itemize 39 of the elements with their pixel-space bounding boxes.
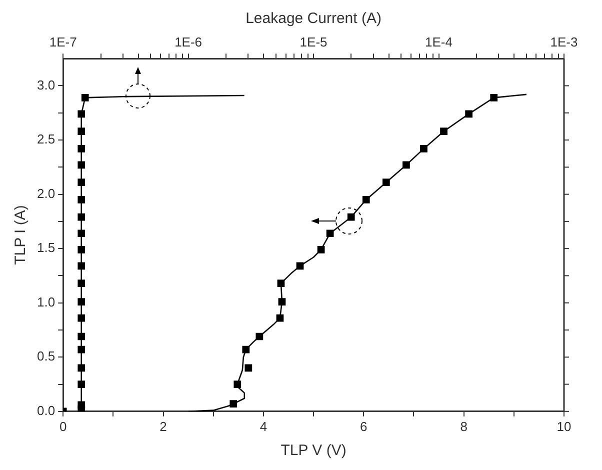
point <box>230 400 238 408</box>
point <box>296 262 304 270</box>
y-tick-label: 2.0 <box>36 186 56 201</box>
point <box>490 94 498 102</box>
point <box>362 196 370 204</box>
x2-axis-title: Leakage Current (A) <box>246 10 382 28</box>
x-tick-label: 2 <box>160 418 167 434</box>
y-tick-label: 1.0 <box>36 294 56 310</box>
y-tick-label: 0.5 <box>36 348 56 364</box>
point <box>420 145 428 152</box>
point <box>234 380 242 388</box>
point <box>256 332 264 340</box>
x2-tick-label: 1E-3 <box>550 34 578 50</box>
x2-tick-label: 1E-7 <box>49 34 77 50</box>
point <box>278 298 286 306</box>
point <box>277 280 285 287</box>
x-tick-label: 0 <box>59 418 67 434</box>
y-tick-label: 3.0 <box>36 77 56 92</box>
y-tick-label: 2.5 <box>36 132 56 147</box>
x-tick-label: 10 <box>556 418 572 434</box>
x-tick-label: 8 <box>460 418 468 434</box>
x-tick-label: 6 <box>360 418 368 434</box>
x-tick-label: 4 <box>260 418 268 434</box>
point <box>402 161 410 169</box>
point <box>440 128 448 136</box>
y-tick-label: 1.5 <box>36 240 56 256</box>
point <box>326 230 334 238</box>
y-axis-title: TLP I (A) <box>12 205 30 265</box>
y-tick-label: 0.0 <box>36 402 56 418</box>
point <box>242 346 250 354</box>
x-axis-title: TLP V (V) <box>280 442 346 460</box>
point <box>317 246 325 254</box>
point <box>276 314 284 322</box>
x2-tick-label: 1E-5 <box>300 34 328 50</box>
x2-tick-label: 1E-4 <box>425 34 452 50</box>
point <box>244 364 252 372</box>
point <box>382 178 390 186</box>
x2-tick-label: 1E-6 <box>174 34 202 50</box>
point <box>465 110 473 118</box>
